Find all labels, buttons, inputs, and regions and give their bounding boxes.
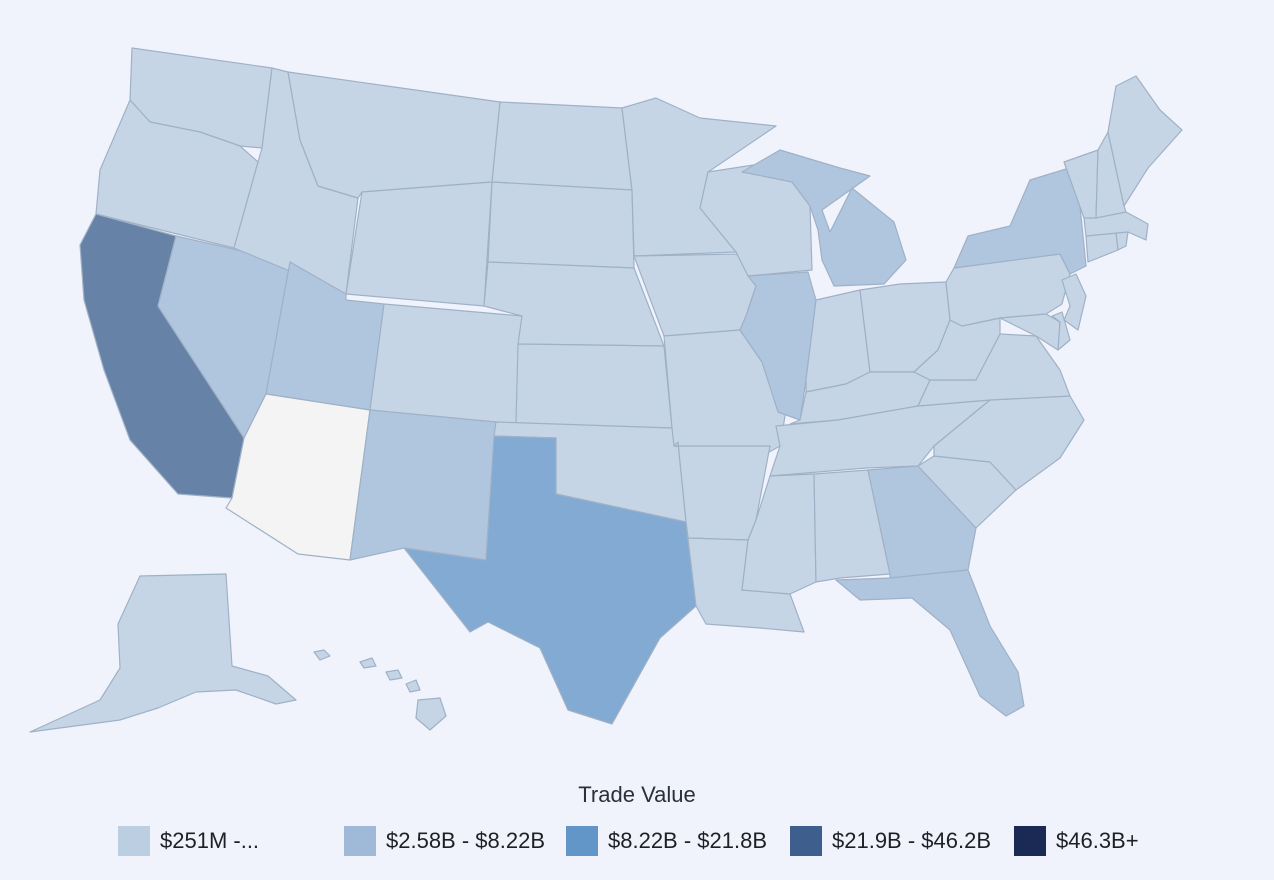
legend-swatch-0 (118, 826, 150, 856)
state-michigan[interactable] (741, 149, 907, 287)
state-montana[interactable] (287, 71, 501, 199)
legend-swatch-1 (344, 826, 376, 856)
state-south-dakota[interactable] (487, 181, 635, 269)
legend-label-3: $21.9B - $46.2B (832, 828, 992, 853)
state-delaware[interactable] (1051, 311, 1071, 351)
state-florida[interactable] (835, 569, 1025, 717)
state-alabama[interactable] (813, 469, 891, 583)
legend-item-0[interactable]: $251M -... (118, 824, 259, 858)
state-new-york[interactable] (953, 165, 1087, 275)
state-maine[interactable] (1107, 75, 1183, 207)
us-map-svg (29, 47, 1183, 733)
legend-label-2: $8.22B - $21.8B (608, 828, 768, 853)
legend: $251M -... $2.58B - $8.22B $8.22B - $21.… (0, 824, 1274, 858)
state-new-hampshire[interactable] (1095, 131, 1127, 219)
state-new-mexico[interactable] (349, 409, 497, 561)
state-tennessee[interactable] (769, 399, 991, 477)
legend-swatch-4 (1014, 826, 1046, 856)
legend-label-0: $251M -... (160, 828, 260, 853)
state-wyoming[interactable] (345, 181, 493, 307)
legend-item-1[interactable]: $2.58B - $8.22B (344, 824, 545, 858)
legend-swatch-2 (566, 826, 598, 856)
us-choropleth-map (29, 47, 1183, 733)
legend-swatch-3 (790, 826, 822, 856)
legend-title: Trade Value (578, 782, 696, 807)
state-texas[interactable] (403, 435, 697, 725)
legend-label-1: $2.58B - $8.22B (386, 828, 546, 853)
legend-label-4: $46.3B+ (1056, 828, 1139, 853)
state-connecticut[interactable] (1085, 231, 1119, 263)
state-new-jersey[interactable] (1061, 273, 1087, 331)
state-illinois[interactable] (739, 271, 817, 421)
state-north-dakota[interactable] (491, 101, 633, 191)
legend-item-4[interactable]: $46.3B+ (1014, 824, 1139, 858)
state-kansas[interactable] (515, 343, 673, 429)
legend-item-3[interactable]: $21.9B - $46.2B (790, 824, 991, 858)
state-rhode-island[interactable] (1115, 231, 1129, 251)
state-colorado[interactable] (369, 303, 523, 425)
state-alaska[interactable] (29, 573, 297, 733)
legend-item-2[interactable]: $8.22B - $21.8B (566, 824, 767, 858)
state-hawaii[interactable] (313, 649, 447, 731)
